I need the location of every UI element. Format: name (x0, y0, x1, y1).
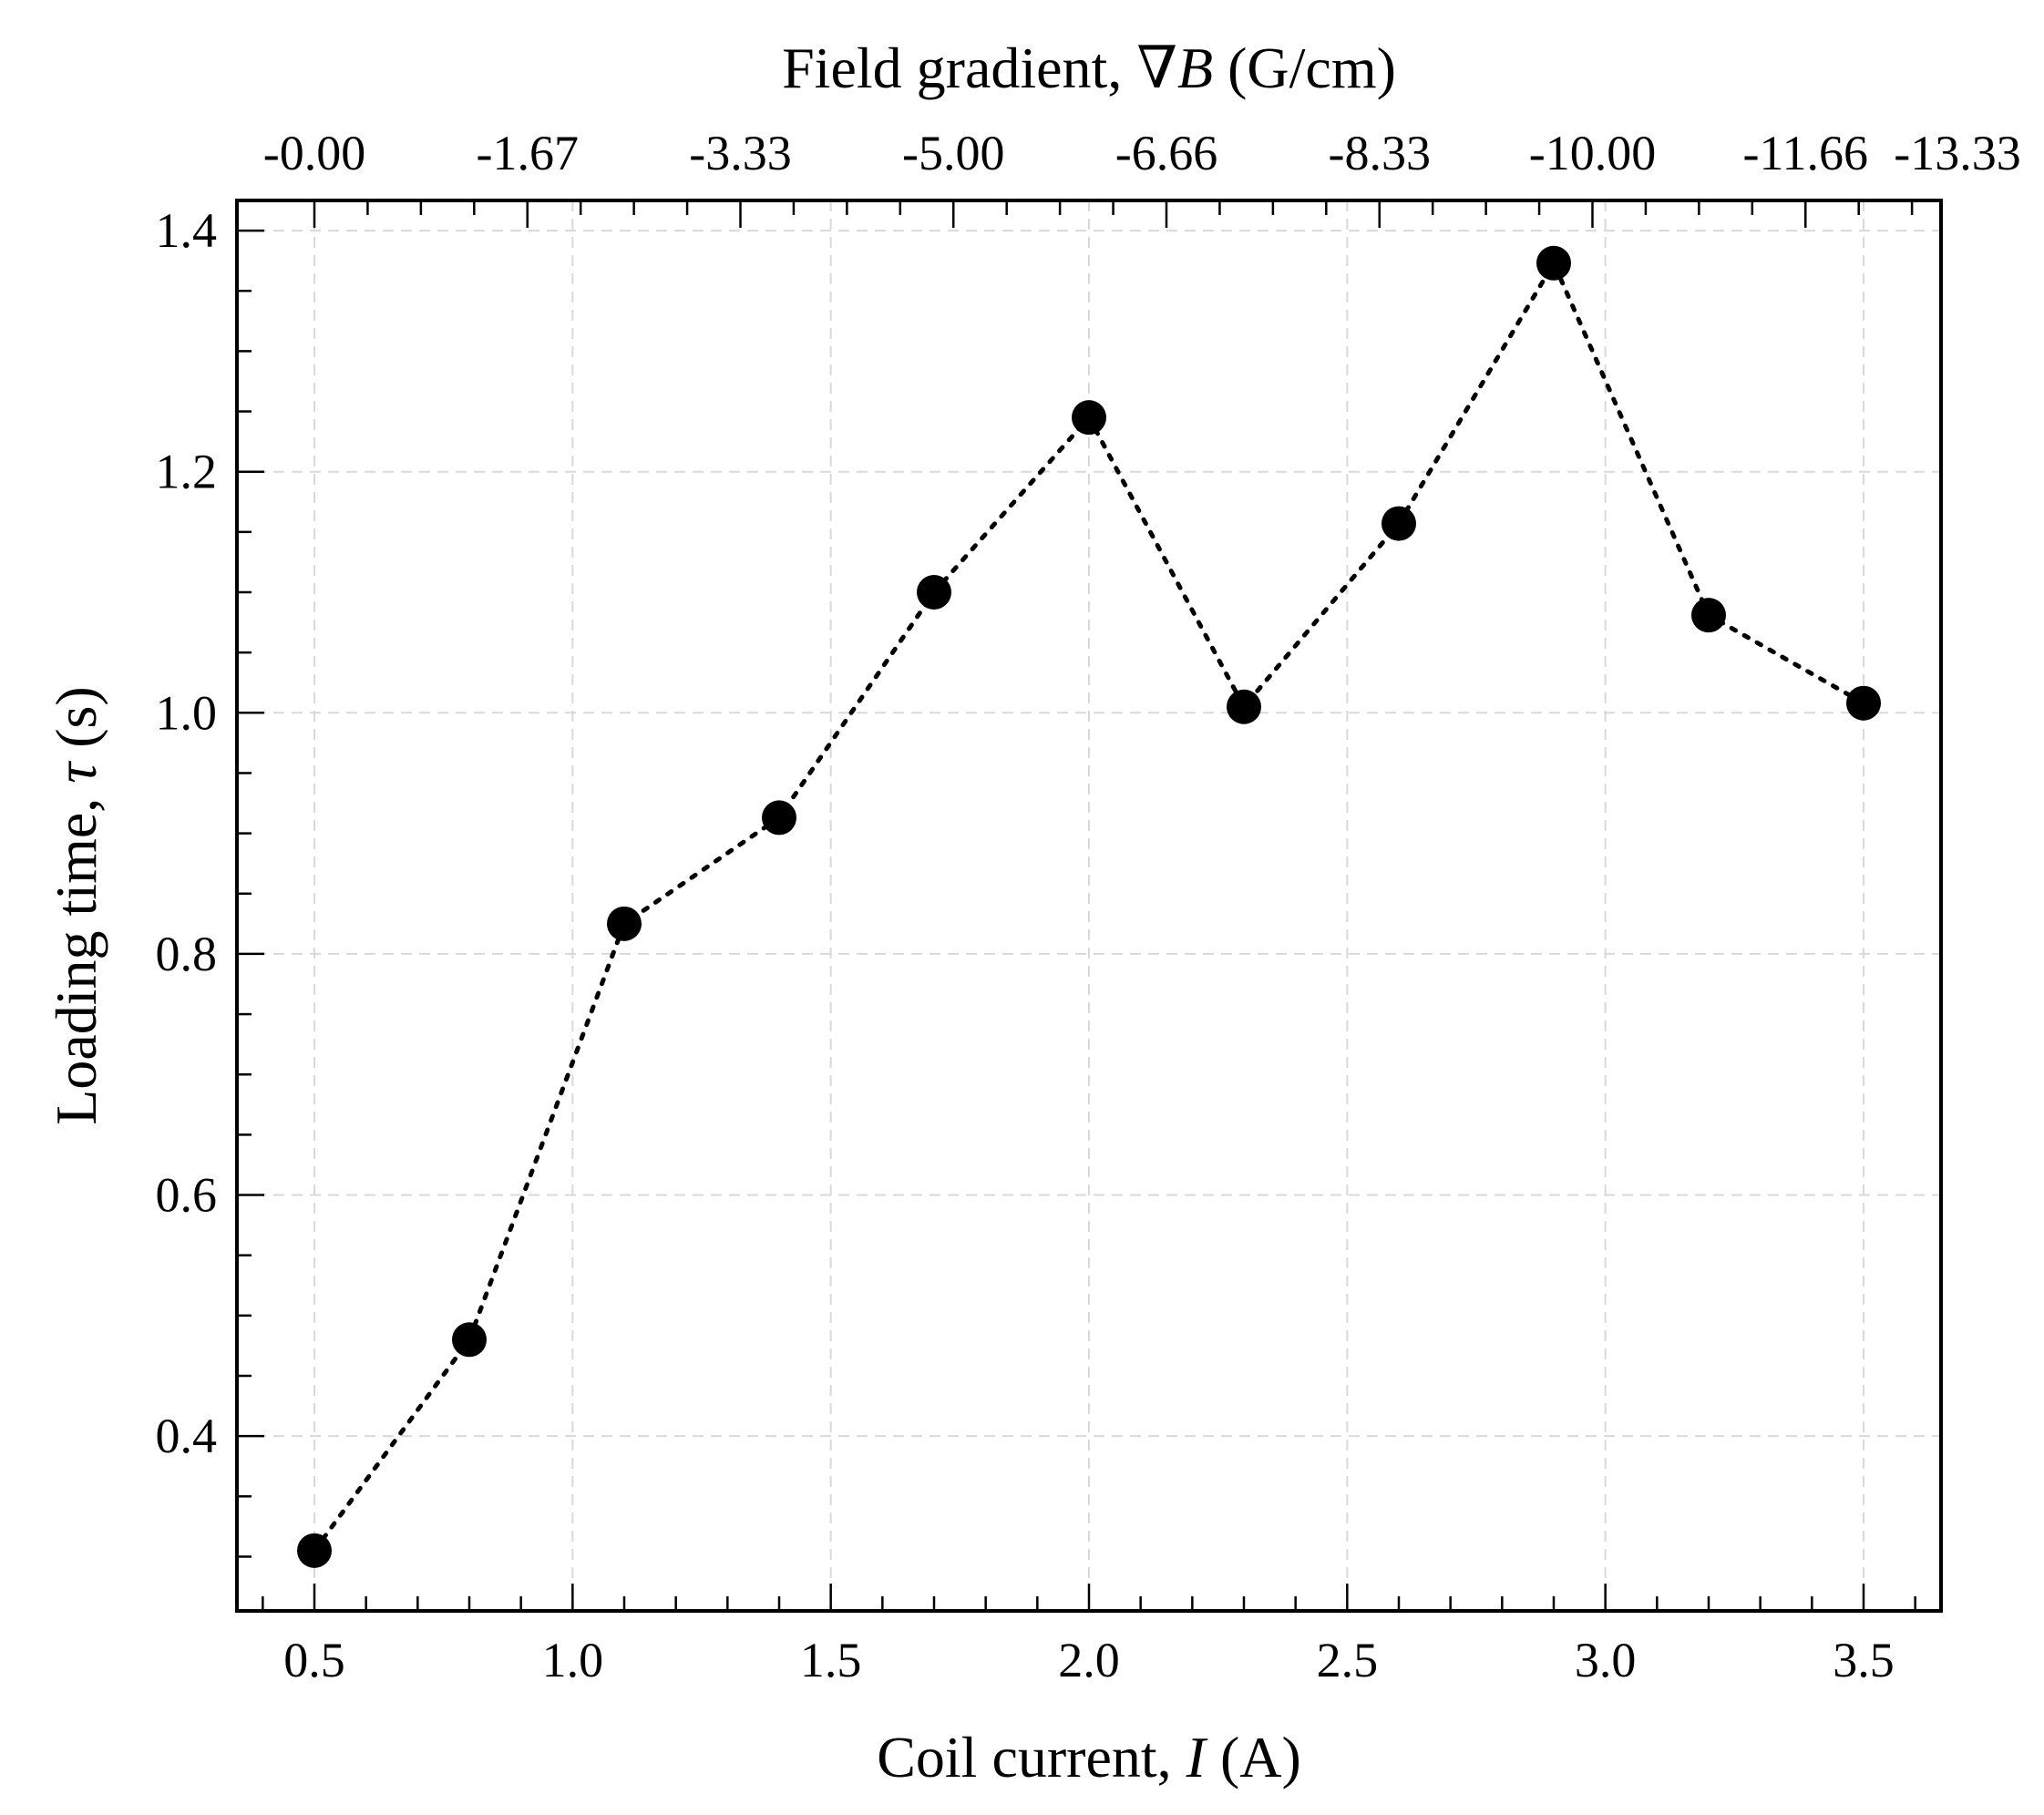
y-tick-label: 0.4 (156, 1409, 218, 1463)
data-point (297, 1533, 332, 1568)
y-tick-label: 0.8 (156, 927, 218, 981)
data-point (1536, 245, 1571, 281)
y-tick-label: 1.0 (156, 685, 218, 740)
top-tick-label: -11.66 (1743, 126, 1868, 180)
x-tick-label: 1.0 (542, 1633, 604, 1687)
top-axis-title-part: Field gradient, ∇ (782, 36, 1177, 100)
x-tick-label: 3.5 (1833, 1633, 1895, 1687)
y-axis-title-part: (s) (44, 686, 108, 763)
top-axis-title-part: (G/cm) (1213, 36, 1396, 100)
y-tick-label: 0.6 (156, 1168, 218, 1223)
x-tick-label: 2.5 (1317, 1633, 1379, 1687)
y-tick-label: 1.4 (156, 203, 218, 258)
plot-frame (235, 199, 1943, 1613)
y-axis-title-part: τ (44, 761, 108, 784)
top-tick-label: -13.33 (1894, 126, 2020, 180)
top-tick-label: -0.00 (263, 126, 365, 180)
data-point (1227, 689, 1261, 724)
top-tick-label: -3.33 (689, 126, 791, 180)
data-point (762, 800, 796, 836)
data-point (1072, 400, 1106, 436)
top-tick-label: -1.67 (477, 126, 579, 180)
x-tick-label: 0.5 (283, 1633, 345, 1687)
y-axis-title-part: Loading time, (44, 784, 108, 1125)
top-tick-label: -6.66 (1115, 126, 1217, 180)
x-tick-label: 2.0 (1058, 1633, 1120, 1687)
data-point (607, 906, 642, 941)
data-point (1846, 685, 1881, 721)
data-point (1381, 506, 1416, 541)
x-tick-label: 1.5 (800, 1633, 862, 1687)
data-point (917, 575, 951, 610)
x-tick-label: 3.0 (1575, 1633, 1637, 1687)
top-axis-title-part: B (1177, 36, 1213, 100)
y-tick-label: 1.2 (156, 445, 218, 499)
data-point (1691, 598, 1726, 633)
y-axis-title: Loading time, τ (s) (44, 686, 108, 1124)
x-axis-title-part: I (1186, 1725, 1208, 1789)
top-tick-label: -5.00 (902, 126, 1004, 180)
x-axis-title-part: (A) (1206, 1725, 1301, 1789)
x-axis-title-part: Coil current, (877, 1725, 1186, 1789)
data-point (452, 1322, 487, 1358)
top-tick-label: -10.00 (1529, 126, 1656, 180)
x-axis-title: Coil current, I (A) (877, 1725, 1301, 1789)
top-tick-label: -8.33 (1329, 126, 1431, 180)
top-axis-title: Field gradient, ∇B (G/cm) (782, 36, 1396, 100)
